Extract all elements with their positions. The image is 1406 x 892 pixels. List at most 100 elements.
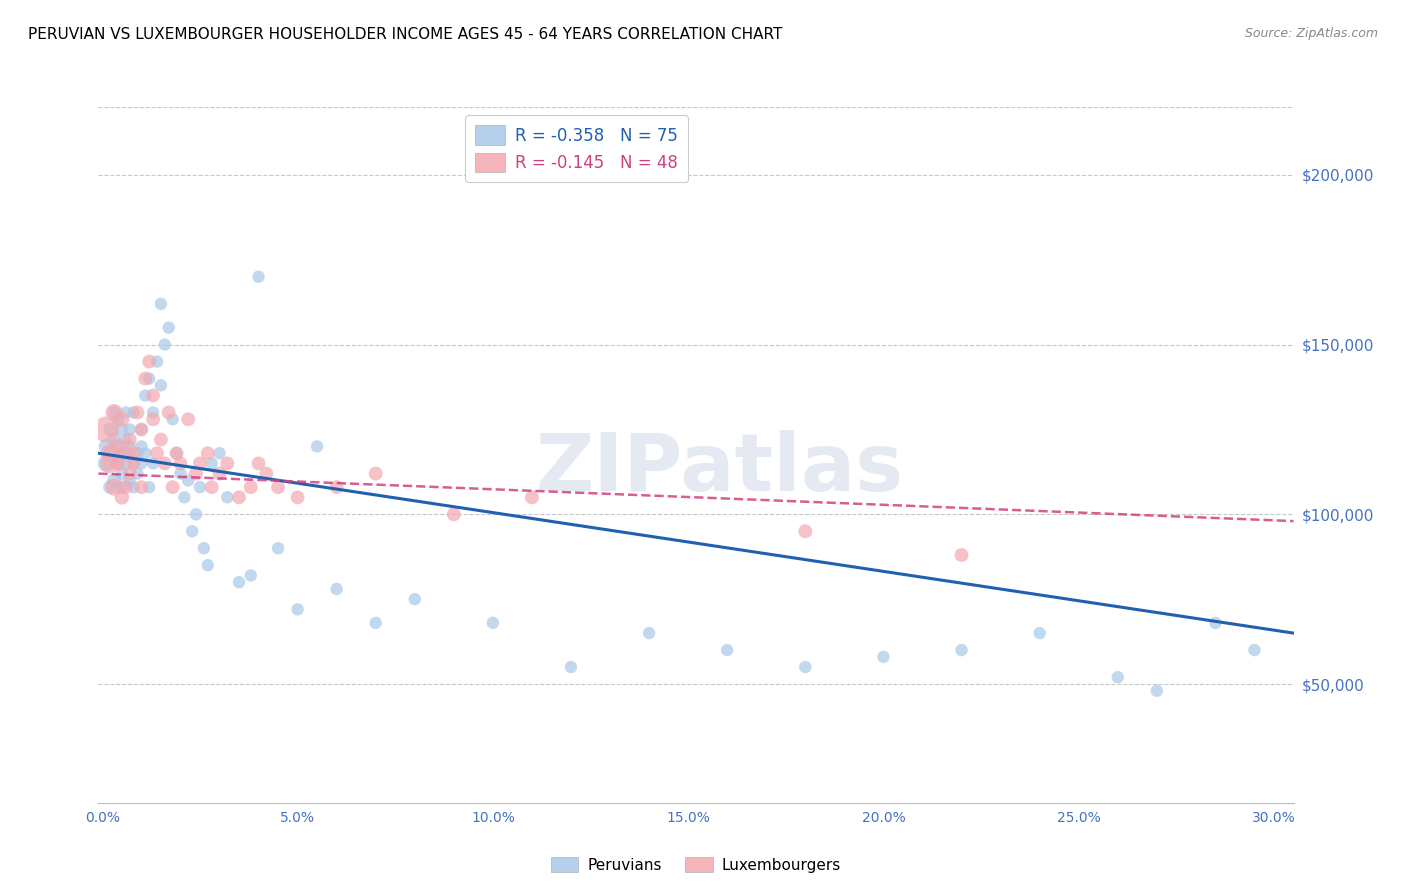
Point — [131, 457, 153, 471]
Point — [114, 433, 136, 447]
Point — [98, 480, 121, 494]
Point — [107, 412, 129, 426]
Point — [149, 297, 172, 311]
Point — [138, 480, 160, 494]
Point — [131, 422, 153, 436]
Point — [127, 446, 149, 460]
Point — [217, 457, 239, 471]
Point — [169, 467, 191, 481]
Point — [181, 524, 204, 539]
Point — [142, 457, 165, 471]
Point — [114, 405, 136, 419]
Point — [872, 649, 894, 664]
Point — [122, 457, 145, 471]
Point — [325, 480, 347, 494]
Point — [184, 467, 207, 481]
Point — [950, 548, 973, 562]
Point — [188, 457, 211, 471]
Point — [131, 439, 153, 453]
Point — [287, 602, 309, 616]
Point — [208, 467, 231, 481]
Point — [131, 422, 153, 436]
Point — [138, 371, 160, 385]
Point — [1243, 643, 1265, 657]
Point — [254, 467, 277, 481]
Point — [103, 480, 125, 494]
Point — [146, 354, 169, 368]
Point — [98, 446, 121, 460]
Point — [98, 422, 121, 436]
Point — [114, 446, 136, 460]
Point — [118, 467, 141, 481]
Point — [950, 643, 973, 657]
Point — [149, 378, 172, 392]
Point — [118, 433, 141, 447]
Point — [1107, 670, 1129, 684]
Point — [111, 491, 134, 505]
Point — [173, 491, 195, 505]
Point — [197, 558, 219, 573]
Point — [114, 480, 136, 494]
Point — [208, 446, 231, 460]
Point — [267, 480, 290, 494]
Point — [1204, 615, 1226, 630]
Point — [111, 422, 134, 436]
Point — [520, 491, 543, 505]
Point — [560, 660, 582, 674]
Point — [138, 354, 160, 368]
Point — [162, 412, 184, 426]
Point — [1146, 683, 1168, 698]
Legend: Peruvians, Luxembourgers: Peruvians, Luxembourgers — [546, 850, 846, 879]
Point — [157, 320, 180, 334]
Point — [239, 568, 262, 582]
Point — [96, 422, 118, 436]
Point — [162, 480, 184, 494]
Point — [142, 405, 165, 419]
Point — [638, 626, 661, 640]
Point — [134, 446, 156, 460]
Text: PERUVIAN VS LUXEMBOURGER HOUSEHOLDER INCOME AGES 45 - 64 YEARS CORRELATION CHART: PERUVIAN VS LUXEMBOURGER HOUSEHOLDER INC… — [28, 27, 783, 42]
Point — [149, 433, 172, 447]
Point — [364, 615, 387, 630]
Text: ZIPatlas: ZIPatlas — [536, 430, 904, 508]
Point — [169, 457, 191, 471]
Point — [794, 660, 817, 674]
Point — [177, 412, 200, 426]
Point — [98, 446, 121, 460]
Point — [201, 457, 224, 471]
Point — [197, 446, 219, 460]
Point — [404, 592, 426, 607]
Point — [98, 457, 121, 471]
Point — [166, 446, 188, 460]
Point — [122, 480, 145, 494]
Point — [107, 457, 129, 471]
Point — [177, 474, 200, 488]
Point — [131, 480, 153, 494]
Point — [122, 405, 145, 419]
Point — [134, 371, 156, 385]
Point — [134, 388, 156, 402]
Point — [107, 439, 129, 453]
Point — [153, 337, 176, 351]
Point — [188, 480, 211, 494]
Point — [142, 412, 165, 426]
Point — [111, 480, 134, 494]
Point — [287, 491, 309, 505]
Point — [184, 508, 207, 522]
Point — [307, 439, 329, 453]
Point — [142, 388, 165, 402]
Point — [228, 491, 250, 505]
Point — [111, 467, 134, 481]
Point — [482, 615, 505, 630]
Point — [111, 446, 134, 460]
Point — [247, 269, 270, 284]
Point — [443, 508, 465, 522]
Point — [193, 541, 215, 556]
Point — [103, 433, 125, 447]
Point — [364, 467, 387, 481]
Point — [325, 582, 347, 596]
Point — [103, 405, 125, 419]
Point — [107, 457, 129, 471]
Point — [111, 412, 134, 426]
Point — [114, 446, 136, 460]
